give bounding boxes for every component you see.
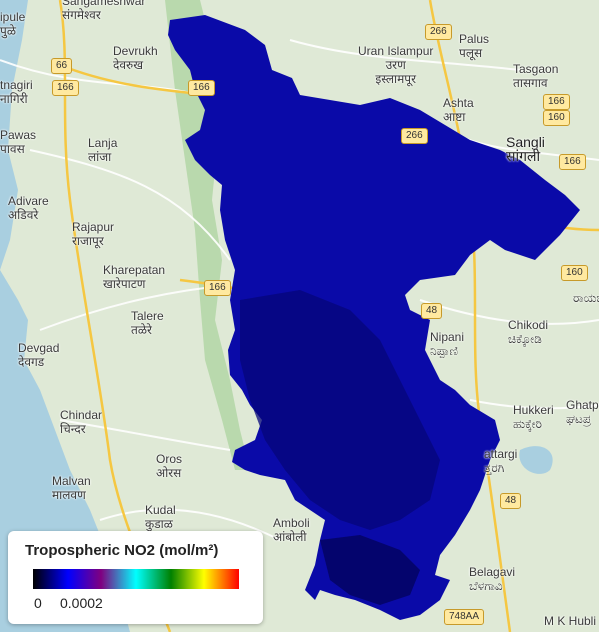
no2-overlay-southern-core [320,535,420,605]
place-raibag: ರಾಯಬಾಗ [573,291,599,305]
place-oros: Oros ओरस [156,452,183,480]
place-belagavi: Belagavi ಬೆಳಗಾವಿ [469,565,516,593]
legend-max-label: 0.0002 [60,595,103,611]
place-ghataprabha: Ghatprಘಟಪ್ರ [566,398,599,426]
place-ratnagiri: tnagiri नागिरी [0,78,33,106]
place-sankeshwar: attargi ತ್ತರಗಿ [484,447,518,475]
highway-shield-48: 48 [421,303,443,319]
place-chiplun: ipule पुळे [0,10,26,38]
place-hukkeri: Hukkeri ಹುಕ್ಕೇರಿ [513,403,554,431]
legend-min-label: 0 [34,595,42,611]
highway-shield-166: 166 [543,94,570,110]
place-rajapur: Rajapur राजापूर [72,220,115,248]
place-palus: Palus पलूस [459,32,490,60]
place-devrukh: Devrukh देवरुख [113,44,158,72]
place-kharepatan: Kharepatan खारेपाटण [103,263,166,291]
highway-shield-48: 48 [500,493,522,509]
water-bodies [519,446,553,474]
place-mk-hubli: M K Hubli [544,614,597,628]
place-nipani: Nipani ನಿಪ್ಪಾಣಿ [430,330,465,358]
place-ashta: Ashta आष्टा [443,96,474,124]
highway-shield-66: 66 [51,58,73,74]
sea [0,0,130,632]
legend-title: Tropospheric NO2 (mol/m²) [25,542,219,559]
highway-shield-166: 166 [559,154,586,170]
highway-shield-160: 160 [543,110,570,126]
place-uran-islampur: Uran Islampur उरण इस्लामपूर [358,44,434,86]
place-lanja: Lanja लांजा [88,136,118,164]
place-amboli: Amboli आंबोली [273,516,310,544]
place-adivare: Adivare अडिवरे [8,194,49,222]
place-chikodi: Chikodi ಚಿಕ್ಕೋಡಿ [508,318,549,346]
place-sangli: Sangli सांगली [506,134,545,164]
place-tasgaon: Tasgaon तासगाव [513,62,559,90]
highway-shield-166: 166 [188,80,215,96]
highway-shield-166: 166 [204,280,231,296]
highway-shield-166: 166 [52,80,79,96]
place-kudal: Kudal कुडाळ [145,503,176,531]
place-chindar: Chindar चिन्दर [60,408,103,436]
place-pawas: Pawas पावस [0,128,37,156]
no2-overlay-region [168,15,580,620]
place-malvan: Malvan मालवण [52,474,91,502]
place-talere: Talere तळेरे [131,309,164,337]
map-legend: Tropospheric NO2 (mol/m²) 0 0.0002 [8,531,263,624]
forest-belt [165,0,250,470]
highway-shield-266: 266 [425,24,452,40]
place-devgad: Devgad देवगड [18,341,60,369]
highway-shield-160: 160 [561,265,588,281]
place-sangameshwar: Sangameshwar संगमेश्वर [62,0,146,22]
highway-shield-748aa: 748AA [444,609,485,625]
highway-shield-266: 266 [401,128,428,144]
no2-overlay-darker-core [240,290,440,530]
legend-color-ramp [33,569,239,589]
